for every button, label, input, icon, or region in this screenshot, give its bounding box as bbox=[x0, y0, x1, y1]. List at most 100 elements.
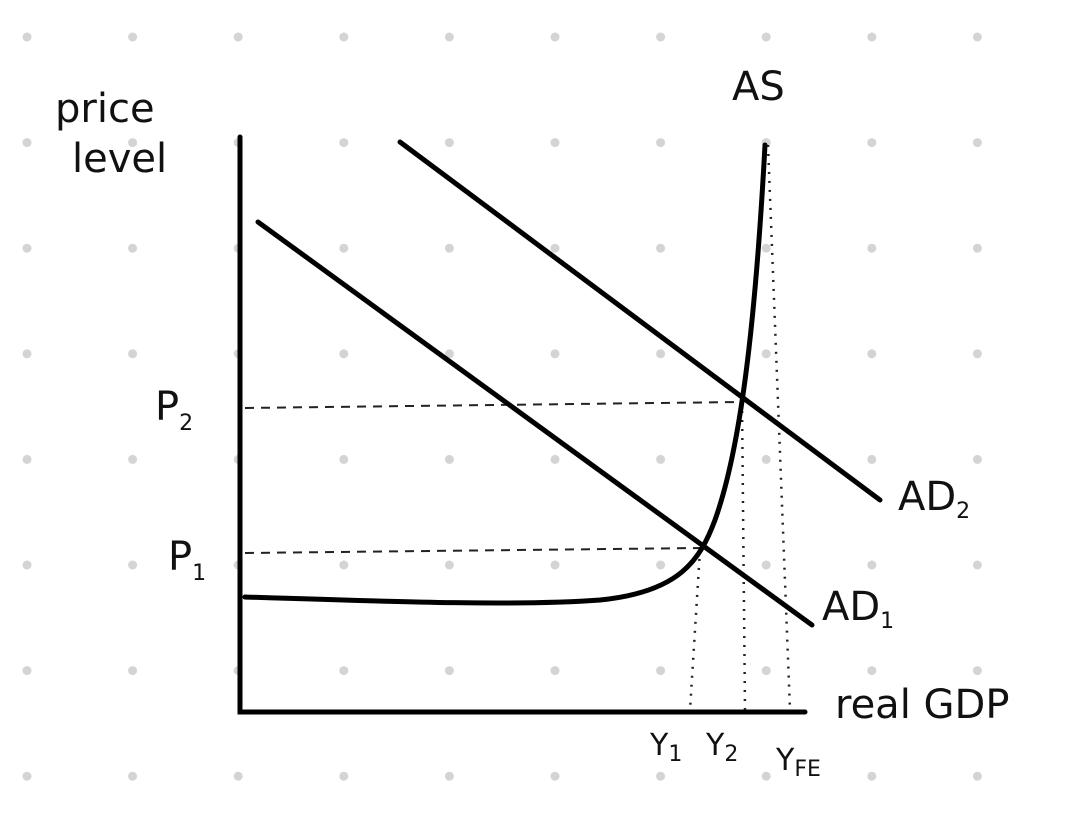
grid-dot bbox=[972, 349, 982, 359]
grid-dot bbox=[22, 32, 32, 42]
label-sub: 2 bbox=[724, 742, 738, 767]
label-main: Y bbox=[649, 728, 669, 763]
y1-label: Y1 bbox=[649, 728, 682, 767]
grid-dot bbox=[128, 32, 138, 42]
grid-dot bbox=[972, 666, 982, 676]
grid-dot bbox=[761, 243, 771, 253]
y-axis-label: price bbox=[55, 86, 155, 132]
grid-dot bbox=[761, 349, 771, 359]
y1-guide bbox=[688, 549, 702, 711]
ad1-curve bbox=[255, 219, 815, 628]
grid-dot bbox=[22, 349, 32, 359]
grid-dot bbox=[339, 349, 349, 359]
grid-dot bbox=[128, 771, 138, 781]
grid-dot bbox=[339, 771, 349, 781]
grid-dot bbox=[339, 138, 349, 148]
ad2-curve bbox=[397, 139, 883, 503]
grid-dot bbox=[656, 560, 666, 570]
grid-dot bbox=[972, 32, 982, 42]
axes bbox=[237, 134, 808, 715]
label-main: P bbox=[155, 384, 179, 430]
grid-dot bbox=[444, 138, 454, 148]
grid-dot bbox=[656, 454, 666, 464]
label-sub: 1 bbox=[880, 609, 894, 634]
label-main: AD bbox=[898, 474, 956, 520]
grid-dot bbox=[656, 349, 666, 359]
grid-dot bbox=[444, 560, 454, 570]
grid-dot bbox=[550, 454, 560, 464]
grid-dot bbox=[867, 243, 877, 253]
grid-dot bbox=[128, 454, 138, 464]
grid-dot bbox=[867, 666, 877, 676]
grid-dot bbox=[128, 349, 138, 359]
grid-dot bbox=[550, 138, 560, 148]
grid-dot bbox=[444, 666, 454, 676]
grid-dot bbox=[867, 454, 877, 464]
grid-dot bbox=[867, 349, 877, 359]
grid-dot bbox=[761, 454, 771, 464]
grid-dot bbox=[22, 771, 32, 781]
grid-dot bbox=[444, 454, 454, 464]
grid-dot bbox=[233, 771, 243, 781]
grid-dot bbox=[656, 138, 666, 148]
label-sub: 2 bbox=[179, 411, 193, 436]
grid-dot bbox=[972, 560, 982, 570]
label-main: AD bbox=[822, 584, 880, 630]
y2-guide bbox=[740, 401, 747, 711]
grid-dot bbox=[444, 349, 454, 359]
p1-guide bbox=[244, 547, 703, 554]
grid-dot bbox=[761, 666, 771, 676]
ad2-label: AD2 bbox=[898, 474, 970, 524]
p1-label: P1 bbox=[168, 534, 206, 586]
x-axis-label: real GDP bbox=[835, 682, 1009, 728]
ad1-label: AD1 bbox=[822, 584, 894, 634]
as-label: AS bbox=[732, 64, 785, 110]
grid-dot bbox=[972, 454, 982, 464]
grid-dot bbox=[867, 560, 877, 570]
grid-dot bbox=[656, 771, 666, 781]
label-sub: FE bbox=[794, 757, 821, 782]
grid-dot bbox=[550, 560, 560, 570]
grid-dot bbox=[867, 138, 877, 148]
grid-dot bbox=[867, 771, 877, 781]
dot-grid bbox=[22, 32, 982, 781]
grid-dot bbox=[22, 243, 32, 253]
grid-dot bbox=[761, 32, 771, 42]
grid-dot bbox=[22, 560, 32, 570]
grid-dot bbox=[233, 32, 243, 42]
grid-dot bbox=[444, 771, 454, 781]
grid-dot bbox=[339, 666, 349, 676]
grid-dot bbox=[550, 771, 560, 781]
grid-dot bbox=[22, 454, 32, 464]
label-main: P bbox=[168, 534, 192, 580]
grid-dot bbox=[550, 32, 560, 42]
label-sub: 1 bbox=[192, 561, 206, 586]
grid-dot bbox=[972, 243, 982, 253]
grid-dot bbox=[339, 32, 349, 42]
y2-label: Y2 bbox=[705, 728, 738, 767]
label-sub: 2 bbox=[956, 499, 970, 524]
grid-dot bbox=[22, 666, 32, 676]
grid-dot bbox=[761, 771, 771, 781]
grid-dot bbox=[128, 560, 138, 570]
grid-dot bbox=[22, 138, 32, 148]
grid-dot bbox=[339, 243, 349, 253]
grid-dot bbox=[656, 666, 666, 676]
grid-dot bbox=[444, 32, 454, 42]
p2-label: P2 bbox=[155, 384, 193, 436]
y-axis-label: level bbox=[72, 136, 167, 182]
label-main: Y bbox=[705, 728, 725, 763]
grid-dot bbox=[128, 138, 138, 148]
grid-dot bbox=[128, 666, 138, 676]
as-curve bbox=[242, 142, 768, 606]
grid-dot bbox=[867, 32, 877, 42]
grid-dot bbox=[656, 32, 666, 42]
grid-dot bbox=[444, 243, 454, 253]
grid-dot bbox=[550, 243, 560, 253]
yfe-label: YFE bbox=[775, 743, 821, 782]
label-sub: 1 bbox=[668, 742, 682, 767]
p2-guide bbox=[244, 401, 741, 409]
grid-dot bbox=[972, 771, 982, 781]
grid-dot bbox=[339, 454, 349, 464]
